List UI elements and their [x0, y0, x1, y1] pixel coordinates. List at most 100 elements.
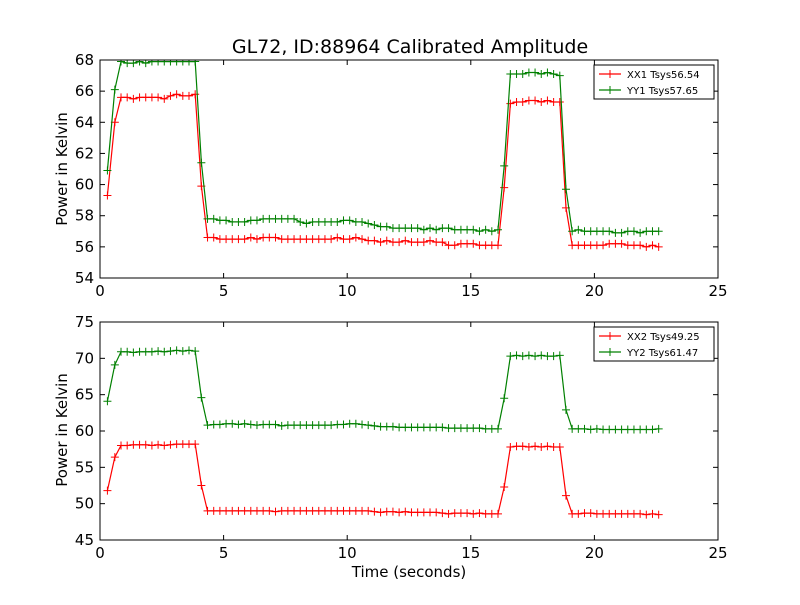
bottom-chart-data-point — [642, 510, 651, 519]
bottom-chart-data-point — [537, 351, 546, 360]
top-chart-data-point — [648, 241, 657, 250]
top-chart-xtick-label: 10 — [338, 282, 357, 300]
top-chart-legend-marker — [606, 70, 614, 78]
bottom-chart-data-point — [388, 507, 397, 516]
top-chart-xtick-label: 0 — [95, 282, 105, 300]
top-chart-data-point — [252, 235, 261, 244]
top-chart-data-point — [518, 70, 527, 79]
top-chart-data-point — [555, 71, 564, 80]
top-chart-data-point — [209, 214, 218, 223]
bottom-chart-data-point — [277, 421, 286, 430]
bottom-chart-data-point — [518, 352, 527, 361]
top-chart-data-point — [432, 225, 441, 234]
bottom-chart-data-point — [103, 486, 112, 495]
top-chart-data-point — [252, 216, 261, 225]
top-chart-data-point — [222, 216, 231, 225]
top-chart-data-point — [327, 235, 336, 244]
bottom-chart-ytick-label: 70 — [75, 349, 94, 367]
bottom-chart-data-point — [475, 424, 484, 433]
bottom-chart-data-point — [147, 441, 156, 450]
bottom-chart-data-point — [129, 348, 138, 357]
top-chart-ytick-label: 68 — [75, 51, 94, 69]
bottom-chart-data-point — [166, 440, 175, 449]
top-chart-data-point — [358, 235, 367, 244]
top-chart-data-point — [636, 228, 645, 237]
top-chart-data-point — [654, 227, 663, 236]
bottom-chart-data-point — [166, 347, 175, 356]
top-chart-ytick-label: 62 — [75, 144, 94, 162]
bottom-chart-data-point — [351, 419, 360, 428]
bottom-chart-xtick-label: 0 — [95, 544, 105, 562]
top-chart-data-point — [469, 239, 478, 248]
top-chart-ytick-label: 60 — [75, 176, 94, 194]
bottom-chart-data-point — [327, 421, 336, 430]
top-chart-data-point — [549, 70, 558, 79]
top-chart-data-point — [364, 219, 373, 228]
bottom-chart-data-point — [555, 442, 564, 451]
top-chart-series-group — [103, 60, 663, 251]
top-chart-data-point — [382, 222, 391, 231]
bottom-chart-data-point — [370, 421, 379, 430]
bottom-chart-data-point — [197, 481, 206, 490]
bottom-chart-data-point — [463, 509, 472, 518]
top-chart-data-point — [290, 214, 299, 223]
top-chart-data-point — [191, 90, 200, 99]
bottom-chart-data-point — [648, 425, 657, 434]
bottom-chart-data-point — [524, 351, 533, 360]
top-chart-data-point — [531, 68, 540, 77]
top-chart-data-point — [469, 225, 478, 234]
top-chart-series-line-1 — [106, 93, 659, 248]
top-chart-data-point — [370, 236, 379, 245]
bottom-chart-data-point — [531, 352, 540, 361]
top-chart-data-point — [209, 233, 218, 242]
bottom-chart-data-point — [469, 509, 478, 518]
bottom-chart-data-point — [339, 420, 348, 429]
bottom-chart-data-point — [103, 397, 112, 406]
bottom-chart-xtick-label: 5 — [219, 544, 229, 562]
bottom-chart-data-point — [636, 509, 645, 518]
top-chart-data-point — [395, 238, 404, 247]
top-chart-xtick-label: 25 — [708, 282, 727, 300]
bottom-chart-data-point — [654, 510, 663, 519]
top-chart-data-point — [413, 224, 422, 233]
top-chart-data-point — [444, 224, 453, 233]
bottom-chart-data-point — [493, 509, 502, 518]
bottom-chart-data-point — [110, 453, 119, 462]
top-chart-plot-frame — [99, 59, 719, 279]
top-chart-data-point — [184, 91, 193, 100]
top-chart-legend-label: XX1 Tsys56.54 — [627, 70, 700, 81]
top-chart-data-point — [419, 238, 428, 247]
bottom-chart-xtick-label: 25 — [708, 544, 727, 562]
top-chart: Power in Kelvin 0 5 10 15 20 25 54 56 58 60 62 64 66… — [53, 51, 728, 300]
top-chart-data-point — [599, 241, 608, 250]
bottom-chart-data-point — [388, 422, 397, 431]
bottom-chart-data-point — [154, 440, 163, 449]
top-chart-xtick-label: 5 — [219, 282, 229, 300]
bottom-chart-data-point — [561, 491, 570, 500]
top-chart-data-point — [543, 96, 552, 105]
bottom-chart-data-point — [648, 509, 657, 518]
top-chart-data-point — [537, 70, 546, 79]
top-chart-data-point — [160, 94, 169, 103]
bottom-chart-data-point — [580, 424, 589, 433]
top-chart-data-point — [500, 161, 509, 170]
top-chart-data-point — [302, 219, 311, 228]
top-chart-data-point — [475, 227, 484, 236]
top-chart-legend-marker — [606, 86, 614, 94]
bottom-chart-data-point — [123, 441, 132, 450]
top-chart-data-point — [172, 90, 181, 99]
top-chart-data-point — [561, 185, 570, 194]
top-chart-data-point — [537, 98, 546, 107]
bottom-chart-data-point — [493, 424, 502, 433]
bottom-chart-data-point — [432, 508, 441, 517]
bottom-chart-data-point — [438, 509, 447, 518]
bottom-chart-data-point — [524, 442, 533, 451]
bottom-chart-xtick-label: 20 — [585, 544, 604, 562]
top-chart-legend: XX1 Tsys56.54 YY1 Tsys57.65 — [593, 64, 715, 100]
top-chart-data-point — [345, 216, 354, 225]
bottom-chart-ytick-label: 65 — [75, 386, 94, 404]
top-chart-ylabel: Power in Kelvin — [53, 112, 71, 226]
bottom-chart-data-point — [543, 442, 552, 451]
bottom-chart-data-point — [215, 420, 224, 429]
